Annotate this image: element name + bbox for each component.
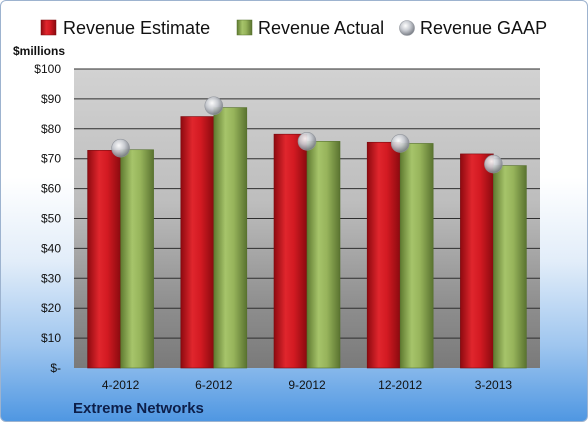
y-tick-label: $30 bbox=[41, 271, 61, 285]
bar-revenue-actual bbox=[213, 107, 248, 369]
x-tick-label: 3-2013 bbox=[475, 378, 513, 392]
marker-revenue-gaap bbox=[111, 138, 130, 158]
legend-label-estimate: Revenue Estimate bbox=[63, 18, 210, 38]
legend-swatch-estimate bbox=[40, 19, 57, 36]
bar-revenue-actual bbox=[399, 143, 434, 369]
bar-revenue-actual bbox=[306, 141, 341, 369]
y-tick-label: $60 bbox=[41, 182, 61, 196]
bar-revenue-actual bbox=[493, 165, 527, 369]
y-tick-label: $- bbox=[50, 361, 61, 375]
x-tick-label: 6-2012 bbox=[195, 378, 233, 392]
bar-revenue-estimate bbox=[180, 116, 215, 369]
bar-revenue-estimate bbox=[460, 153, 494, 369]
legend-swatch-actual bbox=[236, 19, 253, 36]
legend-label-gaap: Revenue GAAP bbox=[420, 18, 547, 38]
y-tick-label: $40 bbox=[41, 241, 61, 255]
legend-label-actual: Revenue Actual bbox=[258, 18, 384, 38]
y-tick-label: $70 bbox=[41, 152, 61, 166]
x-tick-label: 9-2012 bbox=[288, 378, 326, 392]
y-axis-ticks: $- $10 $20 $30 $40 $50 $60 $70 $80 $90 $100 bbox=[34, 62, 61, 375]
company-name: Extreme Networks bbox=[73, 400, 204, 417]
bar-revenue-estimate bbox=[366, 141, 401, 369]
y-tick-label: $90 bbox=[41, 92, 61, 106]
y-tick-label: $20 bbox=[41, 301, 61, 315]
y-tick-label: $10 bbox=[41, 331, 61, 345]
y-tick-label: $100 bbox=[34, 62, 61, 76]
marker-revenue-gaap bbox=[297, 132, 317, 151]
marker-revenue-gaap bbox=[484, 154, 503, 174]
x-tick-label: 4-2012 bbox=[102, 378, 140, 392]
legend: Revenue Estimate Revenue Actual Revenue … bbox=[40, 18, 547, 38]
bar-revenue-actual bbox=[120, 149, 154, 369]
marker-revenue-gaap bbox=[390, 134, 410, 153]
x-axis-labels: 4-2012 6-2012 9-2012 12-2012 3-2013 bbox=[102, 378, 512, 392]
y-axis-unit-label: $millions bbox=[13, 44, 65, 58]
bar-revenue-estimate bbox=[273, 133, 308, 369]
legend-marker-gaap bbox=[399, 20, 415, 36]
x-tick-label: 12-2012 bbox=[378, 378, 422, 392]
y-tick-label: $80 bbox=[41, 122, 61, 136]
marker-revenue-gaap bbox=[204, 96, 224, 116]
y-tick-label: $50 bbox=[41, 212, 61, 226]
bars bbox=[87, 107, 527, 369]
gaap-markers bbox=[111, 96, 503, 174]
bar-revenue-estimate bbox=[87, 150, 121, 369]
